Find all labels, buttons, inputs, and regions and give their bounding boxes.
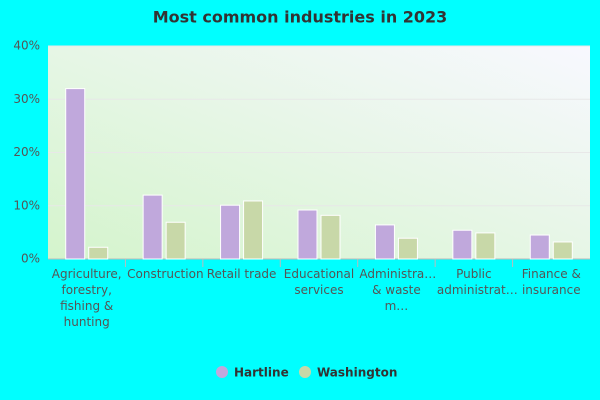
x-tick-label: Agriculture, forestry, fishing & hunting [51, 267, 122, 329]
y-tick-label: 10% [13, 198, 40, 212]
x-tick-label: Retail trade [206, 267, 277, 281]
bar [165, 221, 186, 260]
x-tick-label: Public administrat… [436, 267, 518, 297]
x-tick-label: Administra… & waste m… [359, 267, 437, 313]
bar [142, 194, 163, 260]
bar [397, 237, 418, 260]
legend-label: Washington [317, 366, 397, 380]
bar [475, 232, 496, 260]
bar [529, 234, 550, 260]
y-tick-label: 30% [13, 92, 40, 106]
x-tick-label: Finance & insurance [521, 267, 581, 297]
bar [320, 214, 341, 260]
bar [88, 246, 109, 260]
legend-label: Hartline [234, 366, 289, 380]
bar [452, 229, 473, 260]
bar [243, 200, 264, 260]
y-tick-label: 0% [21, 252, 40, 266]
bar [297, 209, 318, 260]
bar [374, 224, 395, 260]
bar [65, 88, 86, 260]
y-tick-label: 20% [13, 145, 40, 159]
bar [552, 241, 573, 260]
bar [220, 204, 241, 260]
y-tick-label: 40% [13, 39, 40, 53]
chart-title: Most common industries in 2023 [153, 8, 448, 27]
x-tick-label: Educational services [283, 267, 355, 297]
x-tick-label: Construction [127, 267, 204, 281]
legend-swatch [216, 366, 228, 378]
legend-swatch [299, 366, 311, 378]
